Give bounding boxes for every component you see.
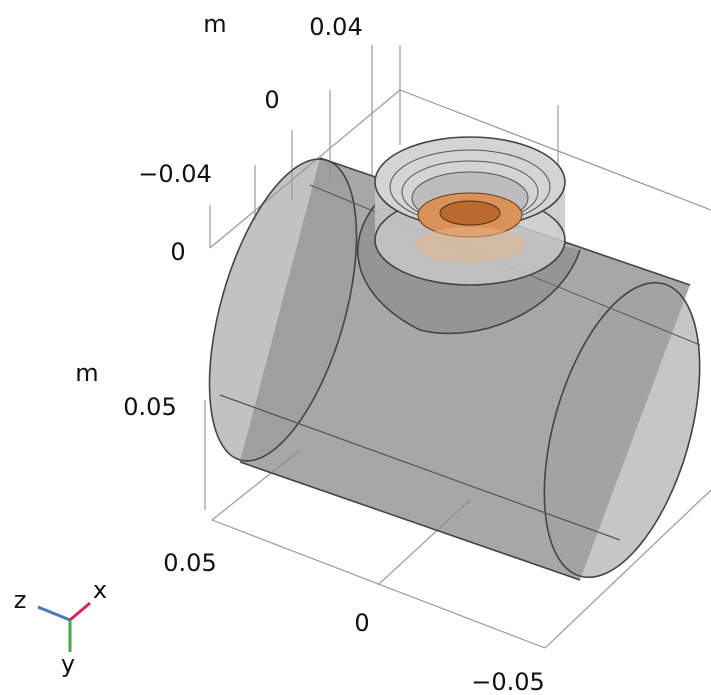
- triad-label: z: [14, 586, 27, 614]
- tick-label: 0.05: [163, 549, 216, 577]
- triad-x: [70, 603, 90, 620]
- tick-label: 0.04: [309, 13, 362, 41]
- tick-label: −0.05: [471, 668, 545, 695]
- collar: [375, 137, 565, 286]
- triad-label: y: [61, 650, 75, 678]
- tick-label: −0.04: [138, 160, 212, 188]
- tick-label: 0: [354, 609, 369, 637]
- viewport: z x y m 0.04 0 −0.04 0 m 0.05 0.05 0 −0.…: [0, 0, 711, 695]
- transducer-glow: [415, 227, 525, 263]
- axis-unit: m: [203, 10, 226, 38]
- tick-label: 0: [170, 238, 185, 266]
- triad-label: x: [93, 576, 107, 604]
- axis-triad: z x y: [14, 576, 107, 678]
- axis-unit: m: [75, 359, 98, 387]
- transducer-core: [440, 201, 500, 225]
- tick-label: 0.05: [123, 393, 176, 421]
- page: z x y m 0.04 0 −0.04 0 m 0.05 0.05 0 −0.…: [0, 0, 711, 695]
- triad-z: [38, 607, 70, 620]
- tick-label: 0: [264, 86, 279, 114]
